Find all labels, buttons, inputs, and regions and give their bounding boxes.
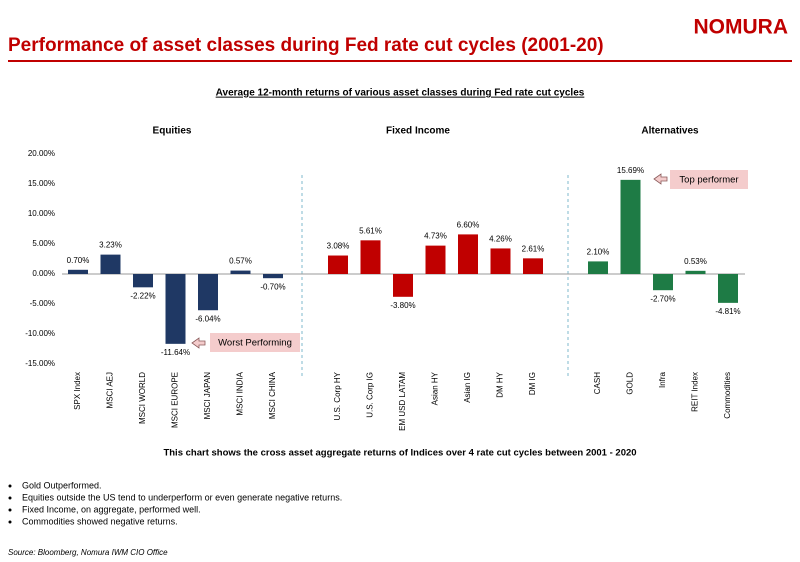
y-tick-label: -5.00% [30,299,55,308]
annotation-arrow [191,337,206,349]
bar [718,274,738,303]
source: Source: Bloomberg, Nomura IWM CIO Office [8,548,168,557]
x-tick-label: SPX Index [73,372,82,410]
value-label: 6.60% [457,221,480,230]
value-label: 5.61% [359,226,382,235]
bullet [8,508,12,512]
value-label: -2.70% [650,294,675,303]
bar [620,179,641,274]
bar [165,274,186,344]
bar [523,258,543,274]
x-tick-label: GOLD [626,372,635,395]
value-label: 3.23% [99,241,122,250]
bar [230,270,251,274]
bar [133,274,153,288]
value-label: -2.22% [130,291,155,300]
x-tick-label: Asian IG [463,372,472,403]
value-label: 2.61% [522,244,545,253]
x-tick-label: DM IG [528,372,537,395]
bar [100,254,121,274]
note: Commodities showed negative returns. [22,516,178,526]
bar [263,274,283,279]
bullet [8,496,12,500]
annotation-box [210,333,300,352]
value-label: -6.04% [195,314,220,323]
x-tick-label: MSCI CHINA [268,371,277,419]
bar [360,240,381,274]
y-tick-label: -15.00% [25,359,55,368]
value-label: -11.64% [161,348,190,357]
note: Fixed Income, on aggregate, performed we… [22,504,201,514]
value-label: 4.26% [489,235,512,244]
x-tick-label: MSCI INDIA [236,371,245,415]
x-tick-label: DM HY [496,371,505,397]
group-label: Equities [153,126,192,137]
y-tick-label: 15.00% [28,179,55,188]
group-label: Fixed Income [386,126,450,137]
x-tick-label: MSCI AEJ [106,372,115,408]
slide-title: Performance of asset classes during Fed … [8,35,604,56]
x-tick-label: U.S. Corp IG [366,372,375,418]
annotation: Worst Performing [218,338,292,349]
chart-title: Average 12-month returns of various asse… [216,88,585,99]
value-label: 0.57% [229,257,252,266]
bar [198,274,218,311]
y-tick-label: 20.00% [28,149,55,158]
bullet [8,520,12,524]
y-tick-label: 0.00% [32,269,55,278]
x-tick-label: CASH [593,372,602,394]
x-tick-label: EM USD LATAM [398,372,407,431]
value-label: -0.70% [260,282,285,291]
note: Gold Outperformed. [22,480,102,490]
x-tick-label: MSCI WORLD [138,372,147,424]
x-tick-label: Commodities [723,372,732,419]
bullet [8,484,12,488]
value-label: -3.80% [390,301,415,310]
value-label: 2.10% [587,248,610,257]
value-label: -4.81% [715,307,740,316]
value-label: 4.73% [424,232,447,241]
annotation-arrow [653,173,668,185]
x-tick-label: REIT Index [691,372,700,412]
value-label: 15.69% [617,166,644,175]
value-label: 3.08% [327,242,350,251]
x-tick-label: Infra [658,371,667,388]
chart-caption: This chart shows the cross asset aggrega… [163,448,636,459]
x-tick-label: Asian HY [431,371,440,405]
y-tick-label: -10.00% [25,329,55,338]
group-label: Alternatives [641,126,699,137]
x-tick-label: MSCI EUROPE [171,372,180,428]
bar [425,245,446,274]
logo: NOMURA [694,16,789,39]
annotation-box [670,170,748,189]
note: Equities outside the US tend to underper… [22,492,342,502]
bar [393,274,413,297]
bar [68,269,88,274]
bar [653,274,673,291]
bar [458,234,478,274]
value-label: 0.70% [67,256,90,265]
bar [490,248,511,274]
y-tick-label: 10.00% [28,209,55,218]
x-tick-label: MSCI JAPAN [203,372,212,420]
bar [328,255,348,274]
annotation: Top performer [679,175,738,186]
y-tick-label: 5.00% [32,239,55,248]
value-label: 0.53% [684,257,707,266]
bar [588,261,608,274]
x-tick-label: U.S. Corp HY [333,371,342,420]
bar [685,270,706,274]
